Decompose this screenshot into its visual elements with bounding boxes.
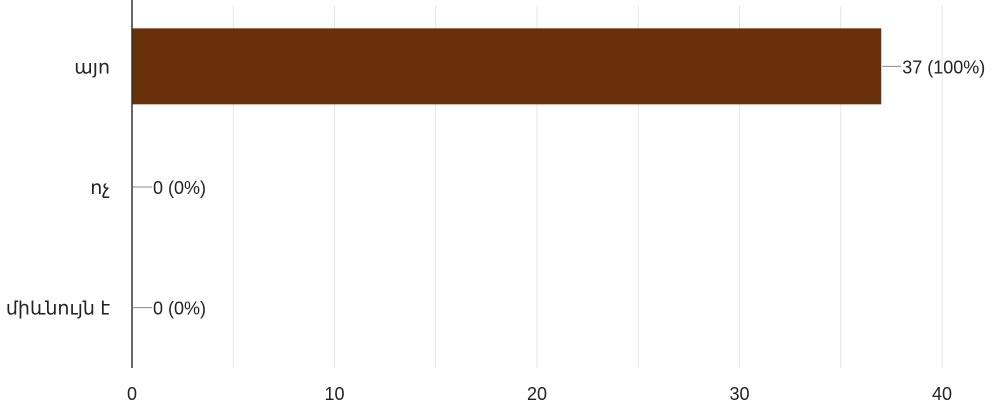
value-label: 0 (0%) xyxy=(153,178,206,198)
bar xyxy=(132,28,882,105)
category-label: այո xyxy=(74,57,110,78)
value-label: 37 (100%) xyxy=(902,57,985,77)
x-tick-label: 20 xyxy=(527,384,547,404)
bars xyxy=(132,28,882,105)
x-tick-label: 0 xyxy=(127,384,137,404)
x-tick-label: 10 xyxy=(324,384,344,404)
x-tick-label: 30 xyxy=(729,384,749,404)
x-tick-label: 40 xyxy=(932,384,952,404)
value-label: 0 (0%) xyxy=(153,299,206,319)
labels: 0 10 20 30 40 այո 37 (100%) ոչ 0 (0%) միևնույն է 0… xyxy=(6,57,985,404)
category-label: միևնույն է xyxy=(6,299,110,320)
category-label: ոչ xyxy=(90,178,110,199)
